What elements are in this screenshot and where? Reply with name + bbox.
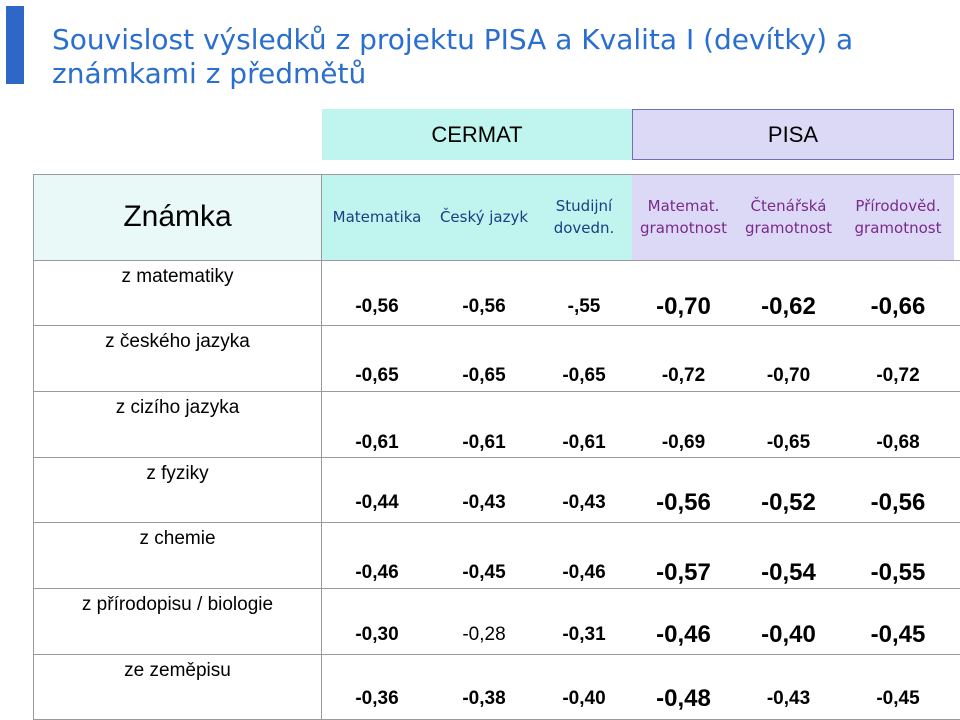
table-cell: -0,69 [661, 432, 706, 453]
table-cell: -0,65 [766, 432, 811, 453]
table-row-divider [33, 174, 960, 175]
table-cell: -0,46 [355, 562, 399, 583]
table-cell: -0,31 [562, 624, 606, 645]
table-cell: -0,52 [761, 489, 816, 516]
table-row-divider [33, 391, 960, 392]
table-cell: -0,72 [661, 365, 706, 386]
row-label: z fyziky [146, 463, 209, 484]
column-header-line: Český jazyk [439, 208, 529, 226]
row-label: z chemie [139, 528, 216, 549]
table-cell: -0,40 [562, 688, 606, 709]
table-cell: -0,61 [562, 432, 606, 453]
table-row-divider [33, 522, 960, 523]
table-cell: -,55 [567, 296, 601, 317]
column-header-line: dovedn. [553, 219, 615, 237]
row-label: z českého jazyka [105, 331, 250, 352]
table-row-divider [33, 260, 960, 261]
table-cell: -0,56 [462, 296, 506, 317]
table-cell: -0,55 [870, 559, 926, 586]
table-cell: -0,46 [656, 621, 711, 648]
column-header-line: Přírodověd. [855, 197, 941, 215]
table-cell: -0,28 [462, 624, 506, 645]
column-header-2: Český jazyk [432, 174, 536, 260]
table-cell: -0,45 [870, 621, 926, 648]
table-cell: -0,56 [870, 489, 926, 516]
table-cell: -0,65 [562, 365, 606, 386]
title-accent-bar [6, 6, 24, 84]
column-header-4: Matemat. gramotnost [632, 174, 735, 260]
table-cell: -0,57 [656, 559, 711, 586]
table-cell: -0,70 [766, 365, 811, 386]
table-cell: -0,68 [876, 432, 920, 453]
table-row-divider [33, 457, 960, 458]
row-label: z přírodopisu / biologie [81, 594, 274, 615]
table-cell: -0,40 [761, 621, 816, 648]
table-cell: -0,46 [562, 562, 606, 583]
table-cell: -0,38 [462, 688, 506, 709]
row-label: z cizího jazyka [115, 397, 240, 418]
column-header-6: Přírodověd. gramotnost [842, 174, 954, 260]
column-header-line: Matematika [332, 208, 422, 226]
row-label: ze zeměpisu [124, 660, 231, 681]
table-column-divider [33, 174, 34, 720]
table-cell: -0,44 [355, 492, 399, 513]
table-cell: -0,54 [761, 559, 816, 586]
table-cell: -0,36 [355, 688, 399, 709]
table-cell: -0,70 [656, 293, 711, 320]
table-cell: -0,72 [876, 365, 920, 386]
table-cell: -0,56 [656, 489, 711, 516]
column-header-line: Matemat. [647, 197, 720, 215]
column-header-3: Studijní dovedn. [536, 174, 632, 260]
page-title: Souvislost výsledků z projektu PISA a Kv… [52, 22, 854, 90]
table-cell: -0,43 [562, 492, 606, 513]
column-header-line: Čtenářská [750, 197, 827, 215]
group-header-cermat: CERMAT [322, 109, 632, 160]
column-header-line: Studijní [555, 197, 613, 215]
table-cell: -0,61 [355, 432, 399, 453]
group-header-pisa: PISA [632, 109, 954, 160]
table-cell: -0,45 [876, 688, 920, 709]
table-row-divider [33, 588, 960, 589]
table-cell: -0,48 [656, 685, 711, 712]
table-cell: -0,43 [766, 688, 811, 709]
table-cell: -0,45 [462, 562, 506, 583]
column-header-line: gramotnost [640, 219, 727, 237]
table-cell: -0,43 [462, 492, 506, 513]
table-cell: -0,65 [462, 365, 506, 386]
table-cell: -0,56 [355, 296, 399, 317]
table-row-divider [33, 654, 960, 655]
table-column-divider [321, 174, 322, 720]
row-label: z matematiky [121, 266, 234, 287]
column-header-line: gramotnost [745, 219, 832, 237]
table-cell: -0,61 [462, 432, 506, 453]
row-header-znamka: Známka [34, 174, 321, 260]
column-header-5: Čtenářská gramotnost [735, 174, 842, 260]
table-cell: -0,30 [355, 624, 399, 645]
table-cell: -0,62 [761, 293, 816, 320]
column-header-1: Matematika [322, 174, 432, 260]
column-header-line: gramotnost [854, 219, 942, 237]
table-cell: -0,66 [870, 293, 926, 320]
table-row-divider [33, 325, 960, 326]
table-cell: -0,65 [355, 365, 399, 386]
